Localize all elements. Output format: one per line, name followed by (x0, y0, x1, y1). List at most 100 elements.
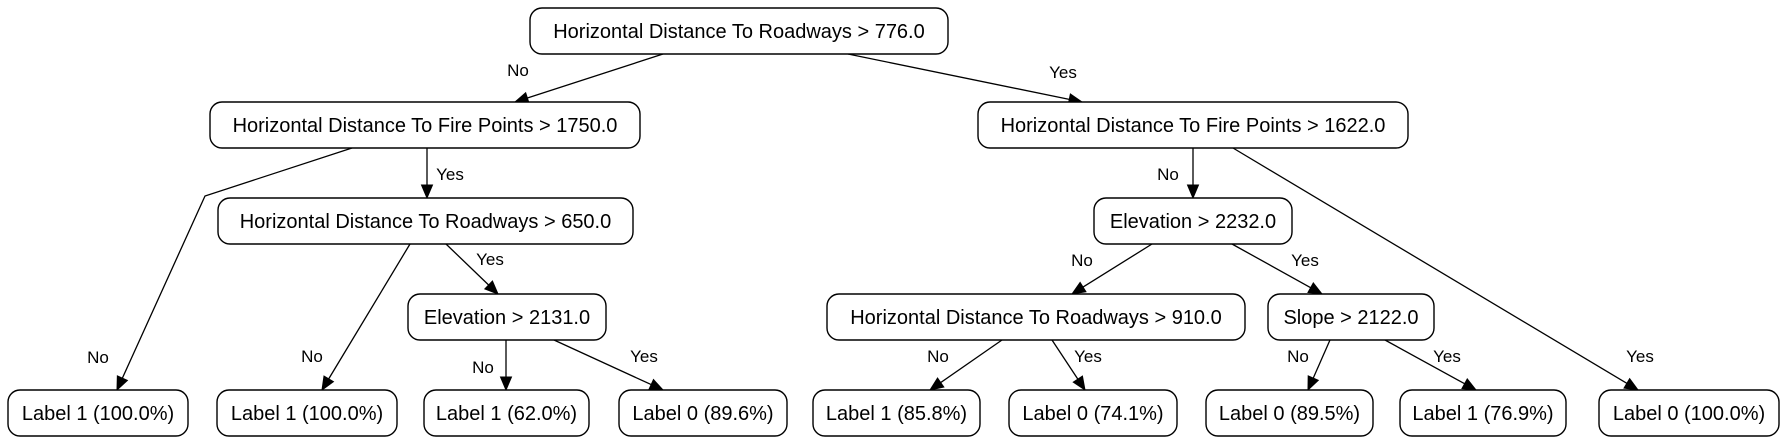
edge-n3-l2: No (301, 243, 411, 392)
node-box (423, 389, 590, 437)
edge-n7-l7: No (1287, 339, 1331, 392)
edge-n0-n1: No (507, 53, 664, 104)
edge-line (1232, 147, 1628, 384)
arrowhead-icon (499, 376, 513, 392)
node-label: Label 1 (100.0%) (22, 403, 174, 425)
node-label: Label 1 (62.0%) (436, 403, 577, 425)
edge-line (553, 339, 652, 386)
edge-label: Yes (1074, 347, 1102, 366)
edge-label: Yes (1049, 63, 1077, 82)
edge-line (1082, 243, 1153, 288)
edge-line (1051, 339, 1079, 380)
edge-n4-l4: Yes (553, 339, 665, 391)
edge-n5-n6: No (1070, 243, 1153, 295)
edge-line (328, 243, 411, 380)
edge-line (940, 339, 1003, 384)
leaf-node-l3: Label 1 (62.0%) (423, 389, 590, 437)
arrowhead-icon (1461, 378, 1478, 391)
edge-line (121, 147, 353, 379)
split-node-n4: Elevation > 2131.0 (407, 293, 607, 341)
node-label: Elevation > 2232.0 (1110, 211, 1276, 233)
node-box (407, 293, 607, 341)
arrowhead-icon (1186, 184, 1200, 200)
edge-n3-n4: Yes (445, 243, 504, 295)
arrowhead-icon (928, 377, 945, 391)
node-box (217, 197, 634, 245)
edge-line (1231, 243, 1311, 289)
edge-n2-n5: No (1157, 148, 1200, 200)
node-box (826, 293, 1246, 341)
edge-label: No (87, 348, 109, 367)
edge-label: No (301, 347, 323, 366)
edge-line (527, 53, 664, 99)
edge-line (1384, 339, 1465, 385)
node-box (1399, 389, 1567, 437)
node-box (812, 389, 981, 437)
arrowhead-icon (1307, 375, 1320, 392)
node-box (209, 101, 641, 149)
arrowhead-icon (116, 375, 129, 392)
nodes: Horizontal Distance To Roadways > 776.0 H… (7, 7, 1780, 437)
node-label: Label 1 (85.8%) (826, 403, 967, 425)
node-box (7, 389, 189, 437)
leaf-node-l1: Label 1 (100.0%) (7, 389, 189, 437)
edge-label: No (1071, 251, 1093, 270)
edge-n6-l6: Yes (1051, 339, 1102, 392)
leaf-node-l6: Label 0 (74.1%) (1008, 389, 1178, 437)
edge-label: No (927, 347, 949, 366)
node-label: Label 0 (89.6%) (632, 403, 773, 425)
edge-label: Yes (1291, 251, 1319, 270)
node-box (1598, 389, 1780, 437)
node-label: Horizontal Distance To Fire Points > 175… (233, 115, 618, 137)
edge-label: No (507, 61, 529, 80)
leaf-node-l9: Label 0 (100.0%) (1598, 389, 1780, 437)
arrowhead-icon (483, 280, 499, 295)
node-label: Horizontal Distance To Fire Points > 162… (1001, 115, 1386, 137)
edge-line (445, 243, 490, 286)
leaf-node-l4: Label 0 (89.6%) (618, 389, 788, 437)
edge-label: Yes (436, 165, 464, 184)
split-node-n2: Horizontal Distance To Fire Points > 162… (977, 101, 1409, 149)
edge-label: Yes (630, 347, 658, 366)
node-label: Label 0 (74.1%) (1022, 403, 1163, 425)
split-node-n1: Horizontal Distance To Fire Points > 175… (209, 101, 641, 149)
arrowhead-icon (648, 378, 665, 391)
node-box (1205, 389, 1374, 437)
split-node-n5: Elevation > 2232.0 (1093, 197, 1293, 245)
edge-line (1312, 339, 1331, 379)
node-box (529, 7, 949, 55)
edge-n7-l8: Yes (1384, 339, 1478, 391)
leaf-node-l8: Label 1 (76.9%) (1399, 389, 1567, 437)
arrowhead-icon (1623, 377, 1640, 391)
edge-line (847, 53, 1070, 101)
split-node-n3: Horizontal Distance To Roadways > 650.0 (217, 197, 634, 245)
edge-label: No (1157, 165, 1179, 184)
arrowhead-icon (321, 375, 335, 392)
edge-n4-l3: No (472, 340, 513, 392)
node-label: Horizontal Distance To Roadways > 910.0 (850, 307, 1222, 329)
node-label: Label 0 (89.5%) (1219, 403, 1360, 425)
leaf-node-l2: Label 1 (100.0%) (216, 389, 398, 437)
node-label: Slope > 2122.0 (1283, 307, 1418, 329)
node-box (1267, 293, 1435, 341)
leaf-node-l7: Label 0 (89.5%) (1205, 389, 1374, 437)
leaf-node-l5: Label 1 (85.8%) (812, 389, 981, 437)
node-box (1093, 197, 1293, 245)
edge-n1-n3: Yes (420, 148, 464, 200)
edge-label: No (472, 358, 494, 377)
arrowhead-icon (1072, 375, 1086, 392)
edge-label: Yes (476, 250, 504, 269)
node-label: Elevation > 2131.0 (424, 307, 590, 329)
arrowhead-icon (1307, 281, 1324, 295)
node-label: Label 1 (76.9%) (1412, 403, 1553, 425)
node-box (977, 101, 1409, 149)
arrowhead-icon (1070, 281, 1087, 295)
node-box (618, 389, 788, 437)
split-node-n7: Slope > 2122.0 (1267, 293, 1435, 341)
edge-label: Yes (1433, 347, 1461, 366)
edge-n1-l1: No (87, 147, 353, 392)
node-box (216, 389, 398, 437)
node-label: Label 0 (100.0%) (1613, 403, 1765, 425)
edge-n6-l5: No (927, 339, 1003, 391)
